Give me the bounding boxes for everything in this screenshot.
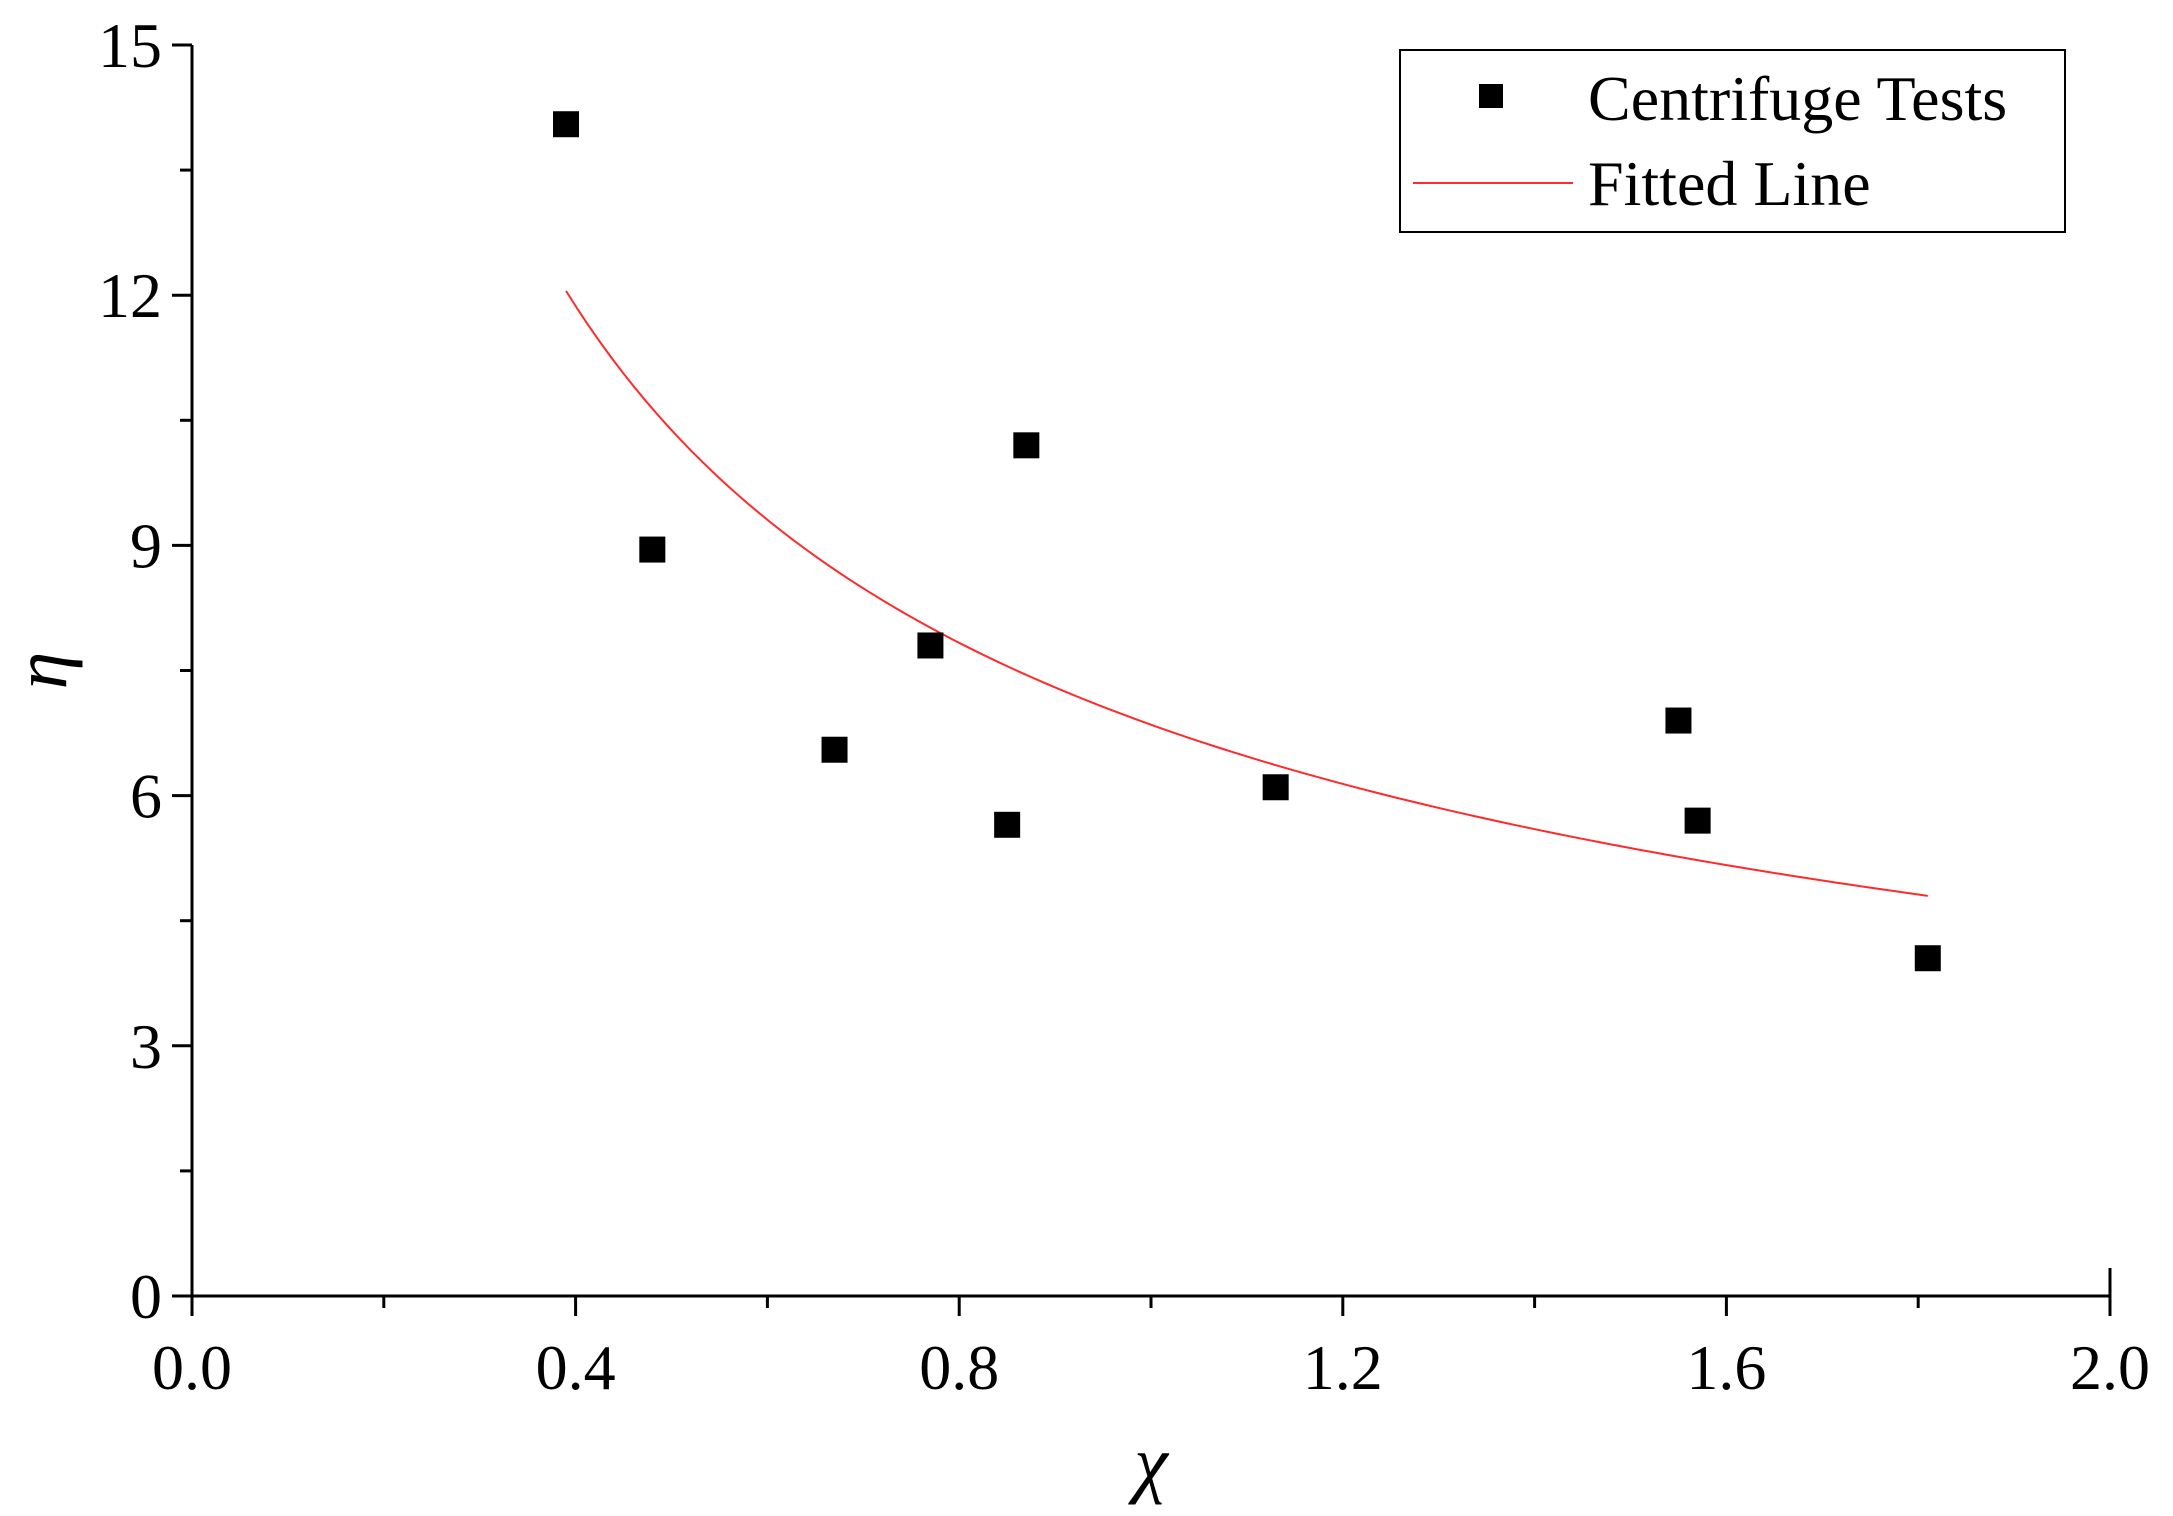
- centrifuge-test-point: [553, 111, 580, 138]
- centrifuge-test-point: [1013, 432, 1040, 459]
- y-tick-label: 6: [130, 761, 162, 832]
- centrifuge-test-point: [917, 632, 944, 659]
- centrifuge-test-point: [821, 736, 848, 763]
- fitted-line-curve: [565, 290, 1928, 897]
- y-tick-label: 12: [98, 260, 162, 331]
- centrifuge-test-point: [994, 811, 1021, 838]
- legend-box: [1399, 49, 2066, 233]
- centrifuge-test-point: [639, 536, 666, 563]
- y-tick-label: 15: [98, 10, 162, 81]
- x-tick-label: 1.6: [1686, 1332, 1766, 1403]
- x-tick-label: 2.0: [2070, 1332, 2150, 1403]
- x-tick-label: 1.2: [1303, 1332, 1383, 1403]
- x-tick-label: 0.8: [919, 1332, 999, 1403]
- x-axis-title: χ: [1127, 1421, 1169, 1505]
- y-tick-label: 0: [130, 1261, 162, 1332]
- centrifuge-test-point: [1914, 945, 1941, 972]
- plot-area: [553, 111, 1941, 972]
- centrifuge-test-point: [1684, 807, 1711, 834]
- legend-scatter-marker: [1479, 84, 1503, 108]
- y-tick-label: 3: [130, 1011, 162, 1082]
- legend-label-centrifuge-tests: Centrifuge Tests: [1588, 63, 2007, 134]
- y-tick-label: 9: [130, 510, 162, 581]
- x-tick-label: 0.4: [536, 1332, 616, 1403]
- centrifuge-test-point: [1262, 774, 1289, 801]
- centrifuge-test-point: [1665, 707, 1692, 734]
- legend: Centrifuge Tests Fitted Line: [1399, 49, 2066, 233]
- y-axis-title: η: [0, 652, 83, 690]
- legend-label-fitted-line: Fitted Line: [1588, 148, 1871, 219]
- axes: 0.0 0.4 0.8 1.2 1.6 2.0 0 3 6 9 12 15: [98, 10, 2150, 1403]
- x-tick-label: 0.0: [152, 1332, 232, 1403]
